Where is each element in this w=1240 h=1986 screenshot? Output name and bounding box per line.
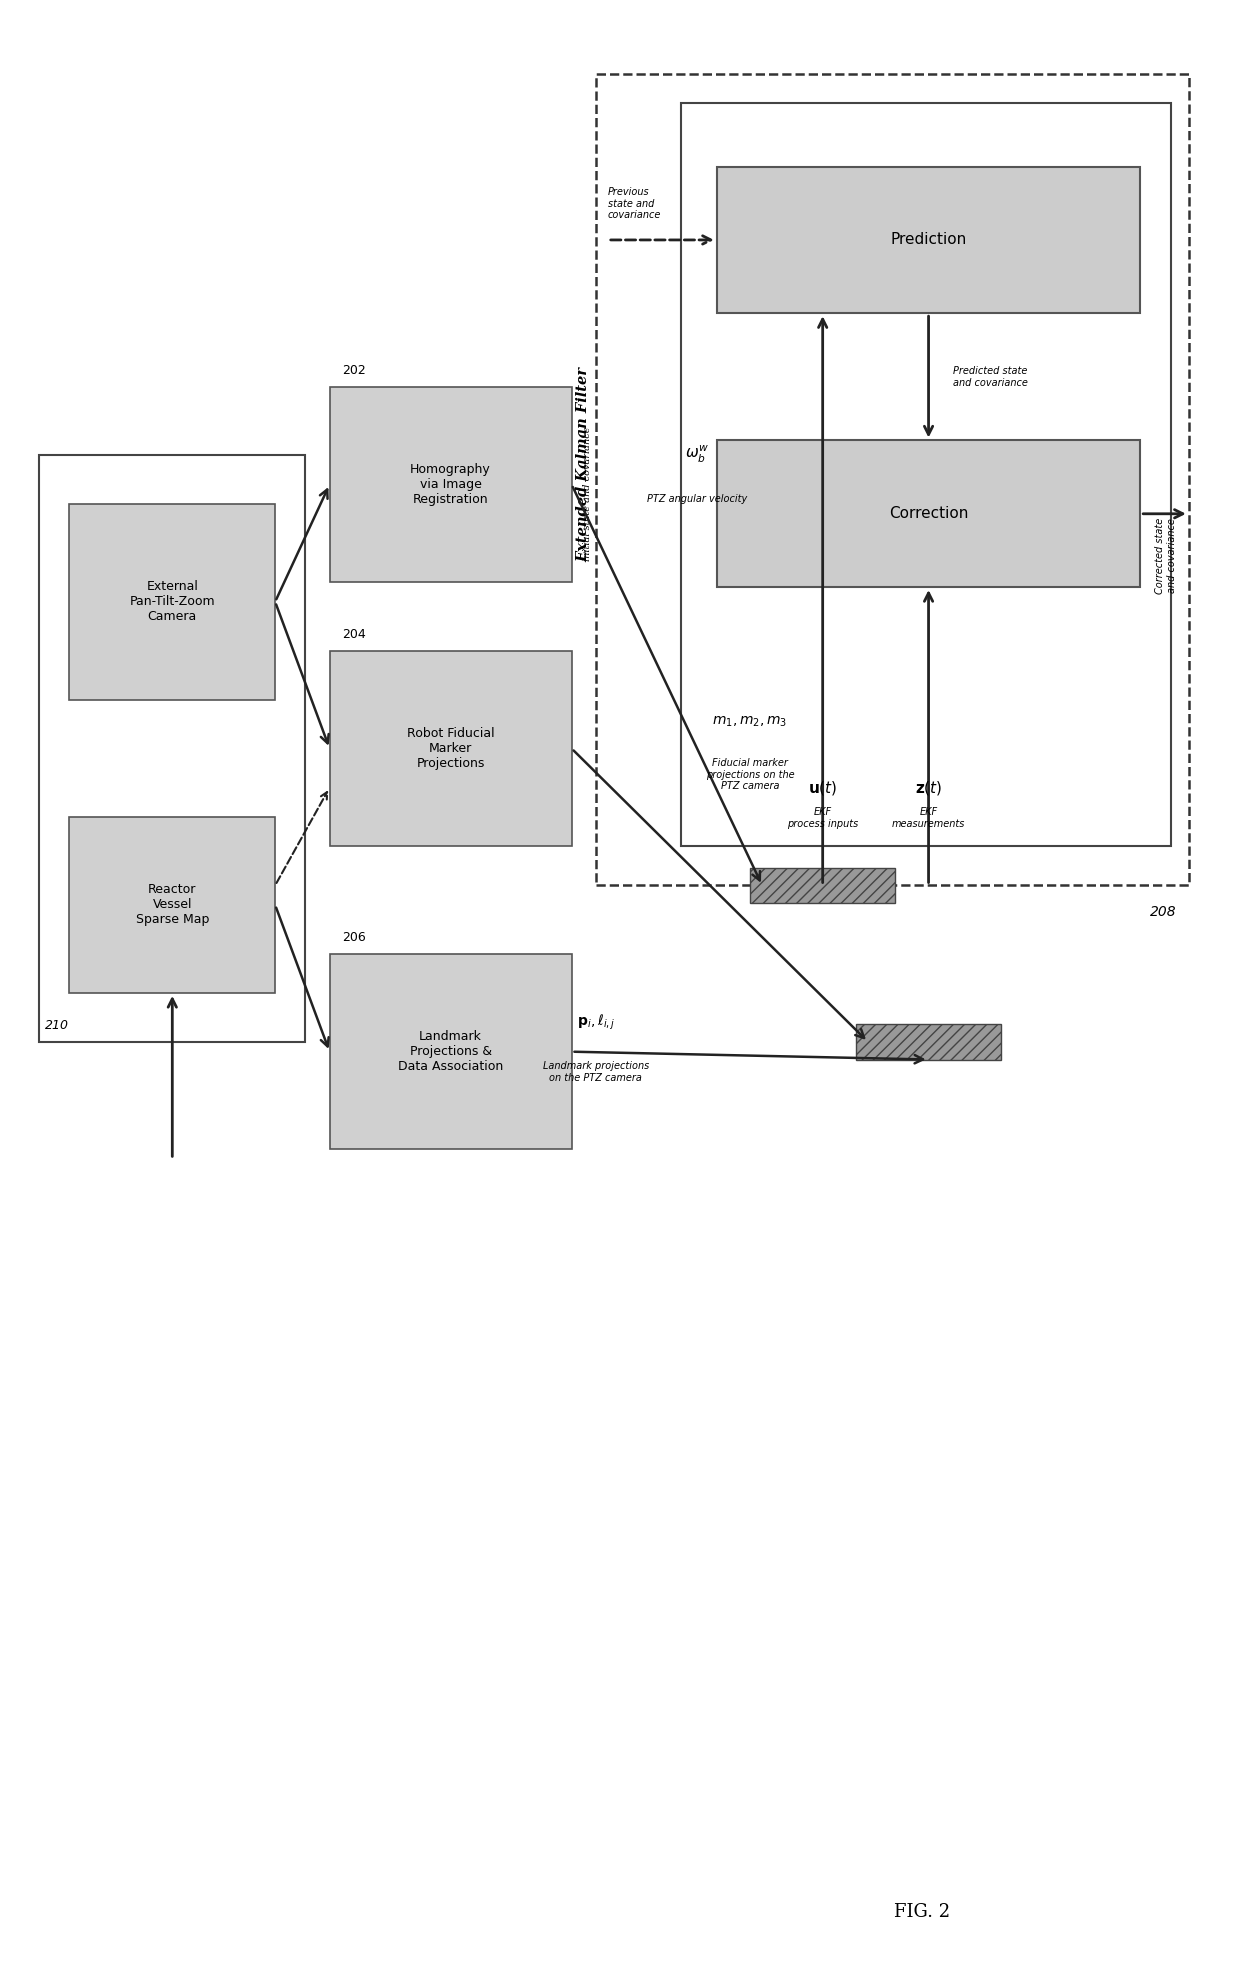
Text: 204: 204 <box>342 628 366 641</box>
Text: FIG. 2: FIG. 2 <box>894 1903 951 1920</box>
Text: $\mathbf{u}(t)$: $\mathbf{u}(t)$ <box>808 779 837 798</box>
FancyBboxPatch shape <box>69 504 275 699</box>
Text: 210: 210 <box>45 1019 69 1033</box>
FancyBboxPatch shape <box>330 387 572 582</box>
Text: Fiducial marker
projections on the
PTZ camera: Fiducial marker projections on the PTZ c… <box>706 759 795 792</box>
Text: PTZ angular velocity: PTZ angular velocity <box>647 495 748 504</box>
FancyBboxPatch shape <box>717 167 1141 314</box>
Text: $\omega_b^w$: $\omega_b^w$ <box>684 443 709 465</box>
Text: Landmark projections
on the PTZ camera: Landmark projections on the PTZ camera <box>543 1061 649 1082</box>
Text: Correction: Correction <box>889 506 968 520</box>
Text: Prediction: Prediction <box>890 232 967 248</box>
Text: EKF
process inputs: EKF process inputs <box>787 806 858 828</box>
Text: Landmark
Projections &
Data Association: Landmark Projections & Data Association <box>398 1031 503 1072</box>
Bar <box>750 868 895 904</box>
FancyBboxPatch shape <box>69 816 275 993</box>
Text: Reactor
Vessel
Sparse Map: Reactor Vessel Sparse Map <box>135 884 210 927</box>
Text: EKF
measurements: EKF measurements <box>892 806 965 828</box>
FancyBboxPatch shape <box>717 441 1141 588</box>
Text: External
Pan-Tilt-Zoom
Camera: External Pan-Tilt-Zoom Camera <box>129 580 215 624</box>
Text: Corrected state
and covariance: Corrected state and covariance <box>1154 518 1177 594</box>
FancyBboxPatch shape <box>330 953 572 1150</box>
Text: 202: 202 <box>342 363 366 377</box>
Text: 206: 206 <box>342 931 366 943</box>
Text: 208: 208 <box>1149 906 1177 920</box>
Text: Extended Kalman Filter: Extended Kalman Filter <box>577 367 590 562</box>
FancyBboxPatch shape <box>330 651 572 846</box>
Text: $m_1, m_2, m_3$: $m_1, m_2, m_3$ <box>713 715 787 729</box>
Text: Previous
state and
covariance: Previous state and covariance <box>608 187 661 220</box>
Text: Homography
via Image
Registration: Homography via Image Registration <box>410 463 491 506</box>
Text: $\mathbf{z}(t)$: $\mathbf{z}(t)$ <box>915 779 942 798</box>
Text: $\mathbf{p}_i, \ell_{i,j}$: $\mathbf{p}_i, \ell_{i,j}$ <box>577 1013 615 1033</box>
Text: Predicted state
and covariance: Predicted state and covariance <box>952 365 1028 387</box>
Text: Robot Fiducial
Marker
Projections: Robot Fiducial Marker Projections <box>407 727 495 771</box>
Bar <box>856 1025 1001 1059</box>
Text: initial state and covariance: initial state and covariance <box>583 427 591 562</box>
